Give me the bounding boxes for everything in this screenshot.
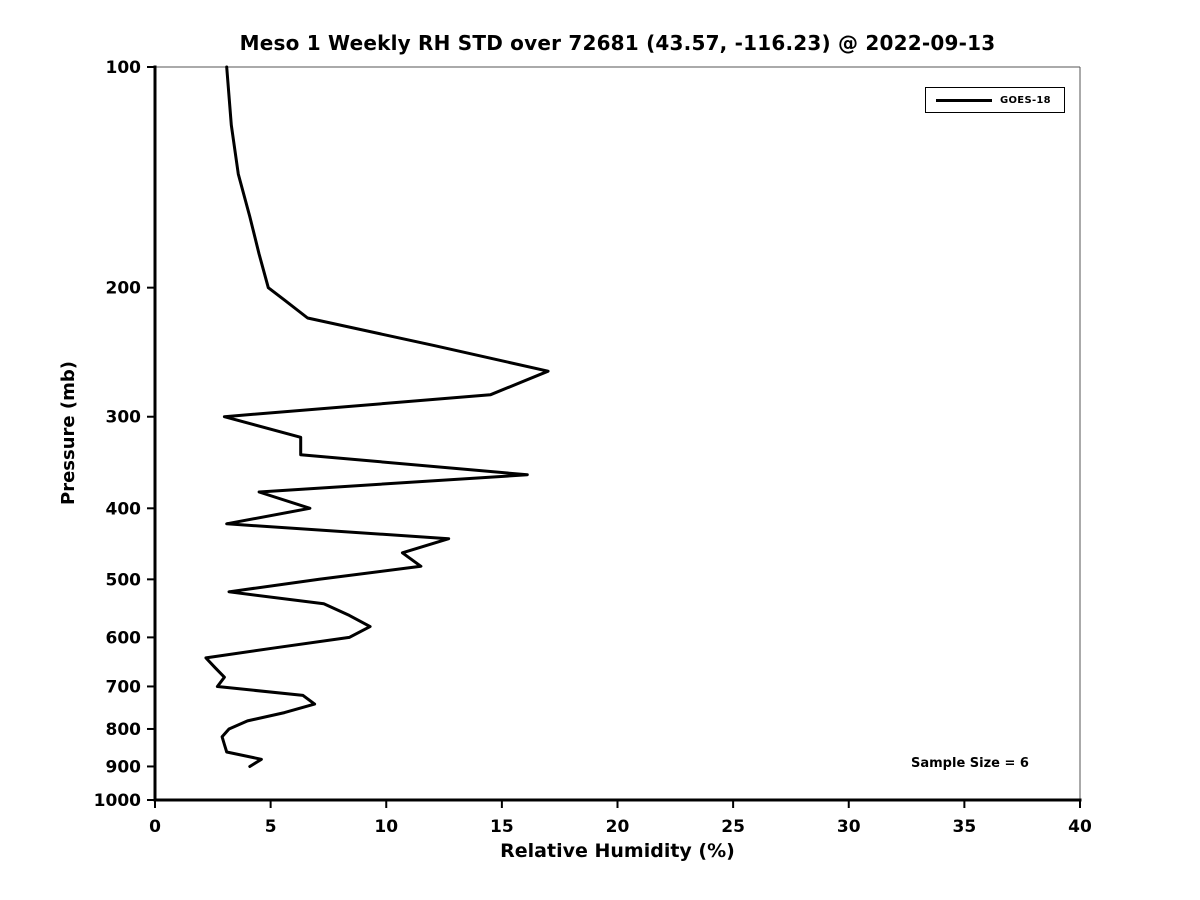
y-tick-label: 500: [106, 570, 142, 590]
y-tick-label: 400: [106, 499, 142, 519]
x-tick-label: 15: [490, 817, 514, 837]
y-tick-label: 700: [106, 677, 142, 697]
y-tick-label: 600: [106, 628, 142, 648]
legend-line-swatch-icon: [936, 98, 992, 102]
y-tick-label: 1000: [94, 791, 141, 811]
x-axis-label: Relative Humidity (%): [500, 840, 735, 862]
x-tick-label: 30: [837, 817, 861, 837]
rh-std-profile-line: [204, 65, 550, 768]
y-tick-label: 100: [106, 58, 142, 78]
legend-series-label: GOES-18: [1000, 94, 1051, 106]
x-tick-label: 10: [374, 817, 398, 837]
y-tick-label: 300: [106, 408, 142, 428]
y-tick-label: 900: [106, 757, 142, 777]
x-tick-label: 25: [721, 817, 745, 837]
y-tick-label: 800: [106, 720, 142, 740]
x-tick-label: 35: [953, 817, 977, 837]
x-tick-label: 20: [606, 817, 630, 837]
x-tick-label: 0: [149, 817, 161, 837]
legend: GOES-18: [925, 87, 1065, 113]
chart-title: Meso 1 Weekly RH STD over 72681 (43.57, …: [239, 31, 996, 55]
sample-size-annotation: Sample Size = 6: [911, 756, 1029, 771]
x-tick-label: 40: [1068, 817, 1092, 837]
x-tick-label: 5: [265, 817, 277, 837]
y-tick-label: 200: [106, 279, 142, 299]
